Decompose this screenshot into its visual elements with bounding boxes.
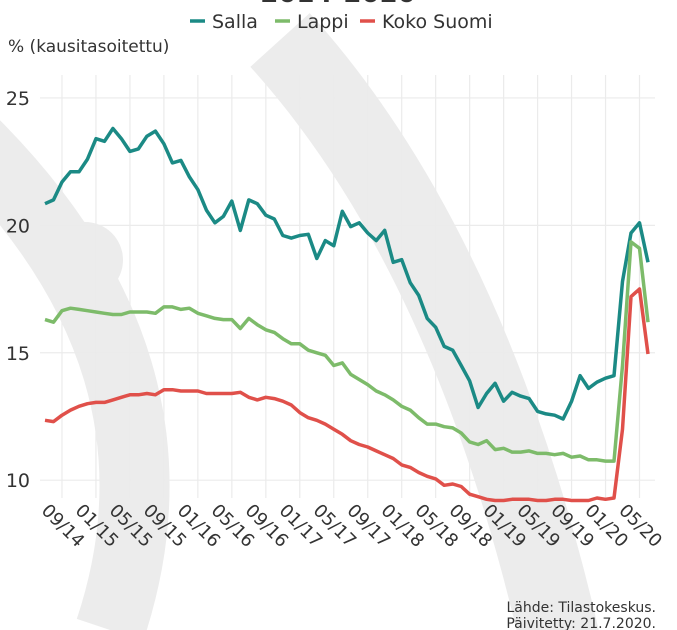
legend-label: Salla xyxy=(212,11,258,33)
source-note: Päivitetty: 21.7.2020. xyxy=(506,616,656,630)
source-note: Lähde: Tilastokeskus. xyxy=(506,600,656,616)
y-tick-label: 10 xyxy=(6,470,30,492)
y-tick-label: 25 xyxy=(6,88,30,110)
y-tick-label: 15 xyxy=(6,343,30,365)
y-axis-label: % (kausitasoitettu) xyxy=(8,37,169,57)
page: 2014-2020 % (kausitasoitettu) 1015202509… xyxy=(0,0,677,630)
y-tick-label: 20 xyxy=(6,215,30,237)
legend-label: Koko Suomi xyxy=(382,11,493,33)
legend-label: Lappi xyxy=(297,11,349,33)
chart-title: 2014-2020 xyxy=(260,0,416,9)
chart: 2014-2020 % (kausitasoitettu) 1015202509… xyxy=(0,0,677,630)
